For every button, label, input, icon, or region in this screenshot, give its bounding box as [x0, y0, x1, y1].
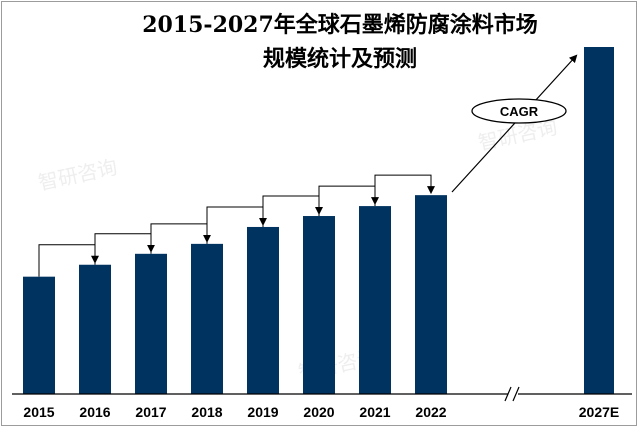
watermark-text: 智研咨询 [36, 155, 119, 195]
x-tick-2015: 2015 [23, 404, 54, 420]
bar-2017 [135, 253, 167, 394]
x-tick-2021: 2021 [359, 404, 390, 420]
bar-2016 [79, 264, 111, 394]
x-tick-2020: 2020 [303, 404, 334, 420]
connector-2021-2022 [374, 174, 435, 207]
bar-2022 [415, 195, 447, 394]
bar-2018 [191, 243, 223, 394]
x-tick-2016: 2016 [79, 404, 110, 420]
chart-title-line-2: 规模统计及预测 [262, 46, 417, 72]
bar-2019 [247, 226, 279, 394]
x-tick-2017: 2017 [135, 404, 166, 420]
cagr-label: CAGR [500, 104, 539, 119]
bar-2020 [303, 216, 335, 394]
x-tick-2019: 2019 [247, 404, 278, 420]
bar-2015 [23, 276, 55, 394]
x-tick-labels: 2015 2016 2017 2018 2019 2020 2021 2022 2027E [23, 404, 619, 420]
chart-title: 2015-2027年全球石墨烯防腐涂料市场 规模统计及预测 [60, 8, 620, 76]
x-tick-2018: 2018 [191, 404, 222, 420]
cagr-arrow [451, 54, 578, 193]
bar-2021 [359, 206, 391, 394]
watermark: 智研咨询 智研咨询 智研咨询 [36, 115, 559, 385]
axis-break-icon [504, 386, 520, 402]
bars [23, 47, 614, 394]
cagr-callout: CAGR [471, 98, 567, 124]
x-tick-2027E: 2027E [579, 404, 619, 420]
growth-connectors [38, 174, 435, 277]
bar-2027E [584, 47, 614, 394]
x-tick-2022: 2022 [415, 404, 446, 420]
chart-title-line-1: 2015-2027年全球石墨烯防腐涂料市场 [142, 12, 538, 38]
